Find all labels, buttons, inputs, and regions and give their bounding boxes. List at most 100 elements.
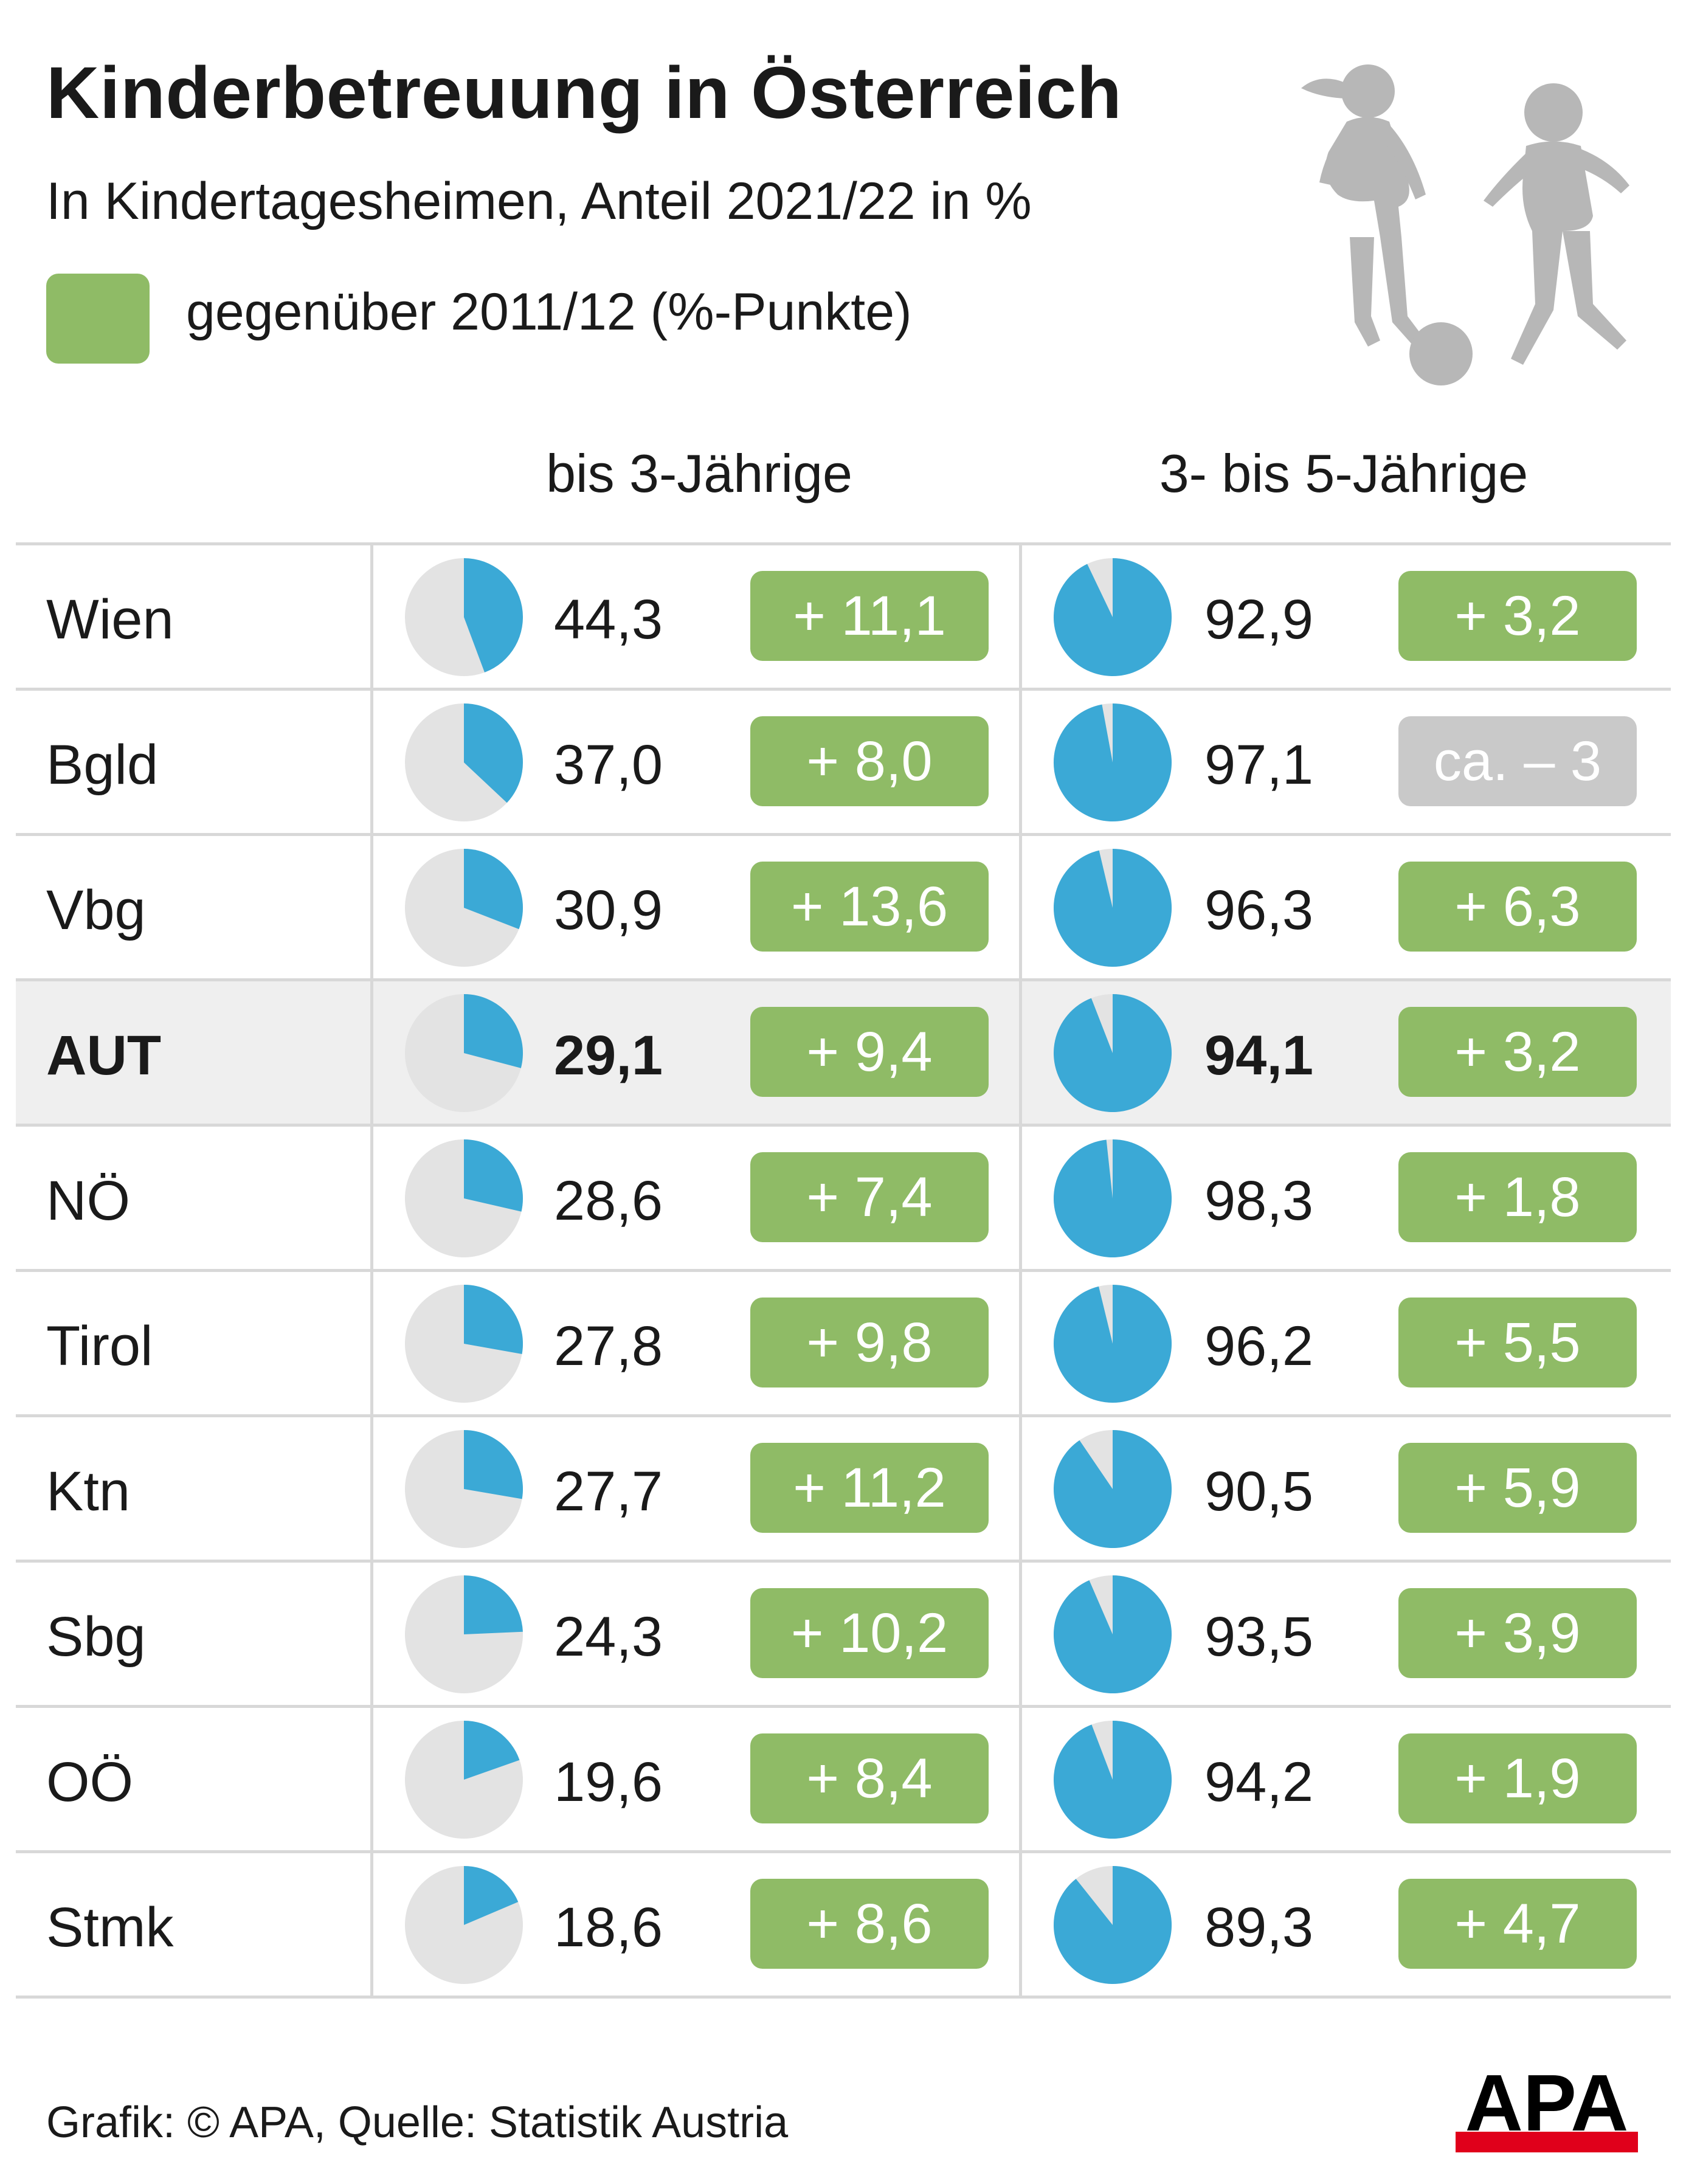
change-badge-under-3: + 10,2 (750, 1588, 989, 1678)
value-under-3: 29,1 (554, 1025, 663, 1087)
pie-3-to-5 (1053, 1865, 1172, 1985)
table-row: Wien 44,3 + 11,1 92,9 + 3,2 (16, 542, 1671, 688)
pie-under-3 (404, 558, 523, 677)
column-divider (1019, 1563, 1022, 1705)
value-3-to-5: 96,3 (1204, 879, 1314, 941)
region-name: Sbg (46, 1606, 146, 1668)
region-name: Tirol (46, 1315, 153, 1377)
column-divider (1019, 691, 1022, 833)
column-divider (370, 981, 373, 1124)
value-3-to-5: 92,9 (1204, 589, 1314, 651)
column-divider (1019, 545, 1022, 688)
pie-slice (464, 1575, 523, 1634)
value-under-3: 27,8 (554, 1315, 663, 1377)
table-row: Sbg 24,3 + 10,2 93,5 + 3,9 (16, 1560, 1671, 1705)
column-divider (1019, 981, 1022, 1124)
table-row: Bgld 37,0 + 8,0 97,1 ca. – 3 (16, 688, 1671, 833)
pie-slice (1053, 558, 1172, 677)
column-divider (370, 1417, 373, 1560)
column-header-under-3: bis 3-Jährige (546, 443, 852, 503)
pie-slice (1053, 1575, 1172, 1694)
pie-3-to-5 (1053, 1575, 1172, 1694)
change-badge-under-3: + 9,8 (750, 1298, 989, 1387)
column-divider (1019, 1708, 1022, 1850)
change-badge-3-to-5: + 3,9 (1398, 1588, 1637, 1678)
pie-3-to-5 (1053, 1139, 1172, 1258)
region-name: AUT (46, 1025, 162, 1087)
change-badge-3-to-5: ca. – 3 (1398, 716, 1637, 806)
pie-3-to-5 (1053, 1429, 1172, 1549)
pie-3-to-5 (1053, 558, 1172, 677)
pie-slice (1053, 848, 1172, 967)
region-name: Bgld (46, 734, 159, 796)
value-under-3: 44,3 (554, 589, 663, 651)
pie-under-3 (404, 1865, 523, 1985)
pie-slice (1053, 1139, 1172, 1258)
chart-title: Kinderbetreuung in Österreich (46, 51, 1122, 134)
change-badge-3-to-5: + 1,9 (1398, 1733, 1637, 1823)
pie-3-to-5 (1053, 1720, 1172, 1839)
change-badge-under-3: + 11,1 (750, 571, 989, 661)
column-divider (1019, 1272, 1022, 1414)
column-divider (1019, 1853, 1022, 1996)
column-divider (370, 1272, 373, 1414)
region-name: Stmk (46, 1896, 174, 1958)
source-note: Grafik: © APA, Quelle: Statistik Austria (46, 2098, 789, 2147)
value-3-to-5: 96,2 (1204, 1315, 1314, 1377)
change-badge-under-3: + 9,4 (750, 1007, 989, 1097)
column-divider (370, 1127, 373, 1269)
value-3-to-5: 94,1 (1204, 1025, 1314, 1087)
table-row: Stmk 18,6 + 8,6 89,3 + 4,7 (16, 1850, 1671, 1999)
table-row: OÖ 19,6 + 8,4 94,2 + 1,9 (16, 1705, 1671, 1850)
change-badge-3-to-5: + 1,8 (1398, 1152, 1637, 1242)
value-under-3: 27,7 (554, 1460, 663, 1522)
value-under-3: 24,3 (554, 1606, 663, 1668)
column-divider (370, 545, 373, 688)
change-badge-3-to-5: + 6,3 (1398, 862, 1637, 952)
value-3-to-5: 98,3 (1204, 1170, 1314, 1232)
pie-slice (1053, 1865, 1172, 1985)
data-table: Wien 44,3 + 11,1 92,9 + 3,2 Bgld 37,0 + 8,0 97,1… (16, 542, 1671, 1999)
pie-under-3 (404, 703, 523, 822)
value-3-to-5: 89,3 (1204, 1896, 1314, 1958)
apa-logo: APA (1456, 2067, 1638, 2152)
change-badge-3-to-5: + 4,7 (1398, 1879, 1637, 1969)
chart-subtitle: In Kindertagesheimen, Anteil 2021/22 in … (46, 172, 1032, 230)
pie-slice (1053, 1720, 1172, 1839)
legend-label: gegenüber 2011/12 (%-Punkte) (186, 283, 912, 341)
change-badge-under-3: + 13,6 (750, 862, 989, 952)
legend-swatch (46, 274, 150, 364)
pie-under-3 (404, 1429, 523, 1549)
change-badge-3-to-5: + 3,2 (1398, 571, 1637, 661)
pie-slice (1053, 1429, 1172, 1549)
pie-slice (1053, 1284, 1172, 1403)
change-badge-under-3: + 7,4 (750, 1152, 989, 1242)
change-badge-3-to-5: + 3,2 (1398, 1007, 1637, 1097)
pie-under-3 (404, 848, 523, 967)
pie-under-3 (404, 1575, 523, 1694)
value-under-3: 19,6 (554, 1751, 663, 1813)
value-under-3: 28,6 (554, 1170, 663, 1232)
column-divider (1019, 836, 1022, 978)
column-divider (1019, 1417, 1022, 1560)
value-3-to-5: 94,2 (1204, 1751, 1314, 1813)
table-row: Vbg 30,9 + 13,6 96,3 + 6,3 (16, 833, 1671, 978)
value-under-3: 18,6 (554, 1896, 663, 1958)
children-playing-illustration (1301, 64, 1629, 385)
value-3-to-5: 93,5 (1204, 1606, 1314, 1668)
pie-slice (464, 1865, 519, 1925)
column-divider (1019, 1127, 1022, 1269)
pie-slice (464, 558, 523, 672)
pie-under-3 (404, 1284, 523, 1403)
pie-slice (464, 848, 523, 930)
table-row: AUT 29,1 + 9,4 94,1 + 3,2 (16, 978, 1671, 1124)
pie-slice (1053, 994, 1172, 1113)
column-divider (370, 1708, 373, 1850)
pie-under-3 (404, 994, 523, 1113)
value-3-to-5: 90,5 (1204, 1460, 1314, 1522)
column-divider (370, 691, 373, 833)
change-badge-under-3: + 8,6 (750, 1879, 989, 1969)
region-name: Vbg (46, 879, 146, 941)
value-under-3: 37,0 (554, 734, 663, 796)
apa-logo-text: APA (1465, 2067, 1629, 2148)
